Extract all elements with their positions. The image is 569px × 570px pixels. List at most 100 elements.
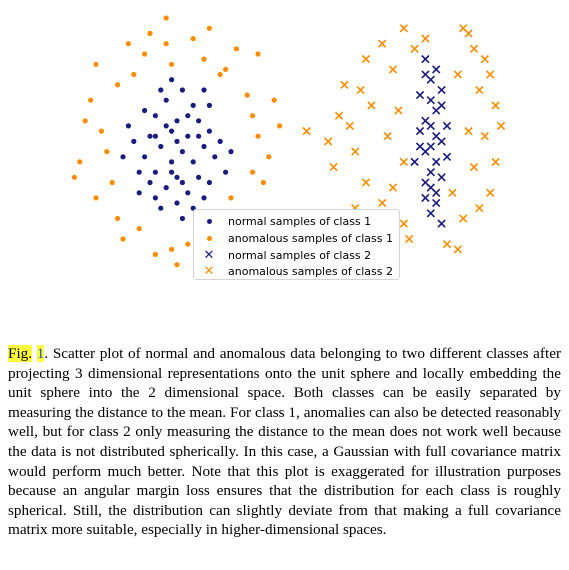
scatter-point-series-0 [174, 138, 180, 144]
scatter-point-series-1 [201, 56, 207, 62]
scatter-point-series-2 [442, 121, 452, 131]
scatter-point-series-0 [196, 133, 202, 139]
scatter-point-series-3 [334, 111, 344, 120]
scatter-point-series-3 [410, 44, 419, 53]
scatter-point-series-1 [260, 179, 266, 186]
scatter-point-series-2 [437, 137, 446, 146]
scatter-point-series-3 [394, 106, 403, 115]
scatter-point-series-1 [152, 251, 158, 257]
scatter-point-series-2 [437, 85, 446, 95]
scatter-point-series-1 [185, 241, 191, 247]
scatter-point-series-0 [201, 143, 207, 150]
scatter-point-series-0 [163, 97, 169, 103]
scatter-point-series-0 [185, 133, 191, 139]
scatter-point-series-0 [228, 149, 234, 155]
scatter-point-series-1 [271, 97, 277, 103]
scatter-point-series-2 [432, 65, 441, 74]
scatter-point-series-0 [223, 169, 229, 175]
scatter-point-series-0 [217, 138, 223, 144]
scatter-point-series-0 [152, 133, 158, 139]
scatter-point-series-1 [88, 97, 94, 103]
scatter-point-series-0 [179, 149, 185, 155]
scatter-point-series-1 [109, 179, 115, 186]
scatter-point-series-3 [378, 39, 387, 48]
scatter-point-series-3 [351, 147, 360, 156]
scatter-point-series-0 [163, 185, 169, 191]
legend-item-normal-class-2: ✕ normal samples of class 2 [200, 247, 372, 263]
scatter-point-series-2 [442, 152, 452, 161]
scatter-point-series-3 [329, 162, 338, 172]
scatter-point-series-0 [185, 113, 191, 119]
scatter-point-series-3 [383, 132, 392, 141]
scatter-point-series-3 [442, 240, 452, 249]
scatter-point-series-3 [486, 70, 495, 79]
scatter-point-series-0 [158, 205, 164, 211]
scatter-point-series-1 [147, 30, 153, 36]
scatter-point-series-1 [115, 82, 121, 88]
scatter-point-series-3 [464, 29, 473, 38]
scatter-point-series-1 [82, 118, 88, 124]
scatter-point-series-1 [255, 133, 261, 139]
scatter-point-series-0 [185, 190, 191, 196]
scatter-point-series-3 [421, 34, 430, 43]
scatter-point-series-3 [469, 162, 479, 172]
scatter-point-series-3 [405, 234, 414, 244]
scatter-point-series-1 [277, 123, 283, 129]
scatter-point-series-3 [469, 44, 479, 53]
scatter-point-series-0 [152, 113, 158, 119]
scatter-point-series-2 [415, 142, 425, 151]
scatter-point-series-1 [93, 195, 99, 201]
scatter-point-series-3 [367, 101, 376, 110]
figure-number-link[interactable]: 1 [36, 345, 45, 362]
legend-label: normal samples of class 2 [228, 248, 372, 262]
scatter-point-series-3 [480, 54, 489, 64]
scatter-point-series-1 [190, 36, 196, 42]
scatter-point-series-1 [228, 195, 234, 201]
scatter-point-series-1 [77, 159, 83, 165]
scatter-point-series-3 [302, 126, 311, 136]
scatter-point-series-1 [250, 113, 256, 119]
scatter-point-series-3 [475, 85, 484, 95]
legend: normal samples of class 1 anomalous samp… [193, 209, 400, 280]
scatter-point-series-1 [217, 71, 223, 78]
scatter-point-series-1 [174, 262, 180, 268]
scatter-point-series-0 [152, 195, 158, 201]
scatter-point-series-2 [437, 173, 446, 182]
scatter-point-series-3 [491, 101, 500, 110]
scatter-point-series-0 [169, 128, 175, 134]
scatter-point-series-3 [464, 126, 473, 136]
scatter-point-series-3 [399, 219, 408, 228]
scatter-point-series-1 [169, 246, 175, 252]
scatter-point-series-3 [388, 183, 398, 192]
scatter-point-series-1 [136, 226, 142, 232]
scatter-point-series-3 [399, 24, 408, 33]
legend-cross-orange-icon: ✕ [203, 263, 215, 279]
figure-label[interactable]: Fig. [8, 345, 33, 362]
scatter-point-series-1 [266, 154, 272, 160]
scatter-point-series-0 [196, 118, 202, 124]
scatter-point-series-2 [410, 157, 419, 167]
scatter-point-series-1 [71, 174, 77, 180]
scatter-point-series-3 [475, 204, 484, 213]
scatter-point-series-2 [437, 101, 446, 110]
scatter-point-series-1 [233, 46, 239, 52]
scatter-point-series-1 [206, 25, 212, 31]
scatter-point-series-3 [324, 137, 333, 146]
scatter-point-series-0 [190, 159, 196, 165]
scatter-point-series-0 [206, 128, 212, 134]
scatter-point-series-3 [448, 188, 457, 197]
figure-caption: Fig. 1. Scatter plot of normal and anoma… [8, 344, 561, 540]
scatter-point-series-0 [125, 123, 131, 129]
scatter-point-series-2 [426, 168, 435, 177]
scatter-point-series-0 [158, 87, 164, 93]
scatter-point-series-2 [426, 142, 435, 151]
scatter-point-series-1 [115, 215, 121, 222]
scatter-point-series-3 [453, 70, 462, 79]
scatter-point-series-3 [388, 65, 398, 74]
scatter-point-series-0 [190, 102, 196, 108]
scatter-point-series-3 [453, 245, 462, 254]
scatter-point-series-0 [136, 190, 142, 196]
scatter-point-series-2 [426, 96, 435, 105]
legend-item-anomalous-class-2: ✕ anomalous samples of class 2 [200, 263, 393, 279]
scatter-point-series-1 [163, 15, 169, 21]
